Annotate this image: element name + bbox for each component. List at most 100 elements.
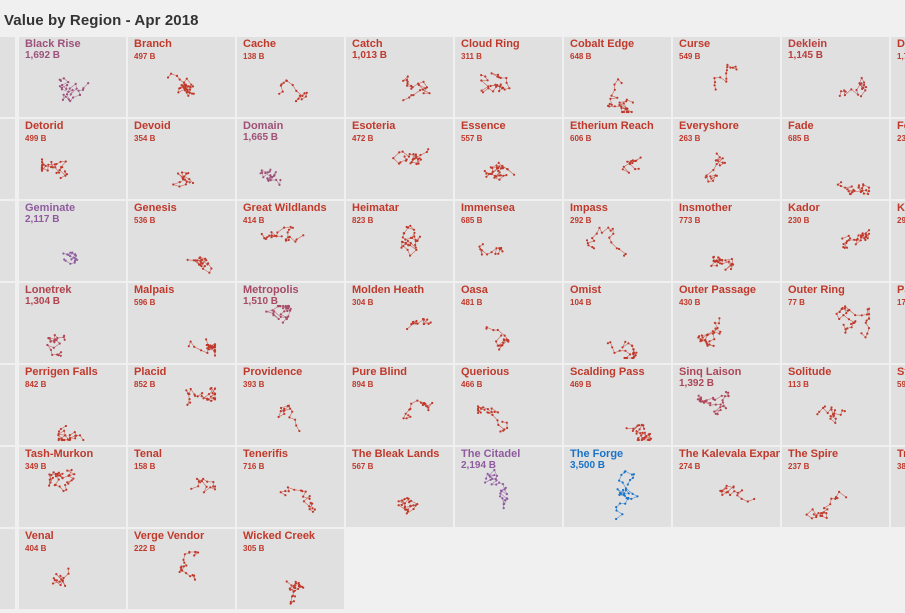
system-point bbox=[867, 190, 871, 193]
system-point bbox=[412, 320, 415, 323]
system-point bbox=[422, 88, 425, 91]
system-point bbox=[625, 427, 628, 430]
system-point bbox=[206, 480, 209, 483]
system-point bbox=[496, 411, 500, 414]
system-point bbox=[860, 332, 863, 335]
region-tile-omist: Omist 104 B bbox=[564, 283, 671, 363]
system-point bbox=[811, 508, 814, 511]
system-point bbox=[712, 259, 715, 263]
system-point bbox=[587, 244, 590, 247]
system-point bbox=[405, 225, 408, 229]
system-point bbox=[414, 153, 417, 156]
region-value: 472 B bbox=[352, 134, 374, 143]
system-point bbox=[632, 473, 635, 476]
system-point bbox=[414, 322, 418, 325]
system-point bbox=[497, 344, 501, 347]
system-point bbox=[213, 485, 217, 488]
system-point bbox=[196, 395, 199, 398]
system-point bbox=[861, 232, 864, 235]
system-point bbox=[412, 94, 415, 97]
system-point bbox=[58, 342, 61, 345]
system-point bbox=[486, 79, 489, 82]
system-point bbox=[724, 395, 727, 398]
system-point bbox=[865, 319, 868, 322]
region-tile-kador: Kador 230 B bbox=[782, 201, 889, 281]
system-point bbox=[202, 477, 205, 480]
system-point bbox=[859, 236, 863, 239]
system-point bbox=[189, 340, 192, 343]
region-value: 2,117 B bbox=[25, 214, 60, 225]
system-point bbox=[210, 386, 213, 390]
system-point bbox=[200, 349, 203, 352]
system-point bbox=[68, 474, 71, 477]
system-point bbox=[714, 159, 717, 162]
system-point bbox=[82, 438, 85, 442]
system-point bbox=[628, 162, 632, 166]
system-point bbox=[203, 265, 206, 268]
system-point bbox=[495, 340, 498, 343]
system-point bbox=[202, 491, 205, 494]
system-point bbox=[627, 342, 630, 345]
region-value: 549 B bbox=[679, 52, 701, 61]
system-point bbox=[64, 174, 67, 177]
region-star-map bbox=[483, 161, 516, 181]
system-point bbox=[607, 226, 610, 229]
system-point bbox=[65, 93, 69, 96]
region-tile-the-spire: The Spire 237 B bbox=[782, 447, 889, 527]
system-point bbox=[624, 349, 627, 352]
region-name: Outer Passage bbox=[679, 284, 757, 296]
system-point bbox=[213, 345, 217, 348]
system-point bbox=[740, 489, 744, 492]
region-name: Impass bbox=[570, 202, 608, 214]
system-point bbox=[70, 479, 73, 482]
system-point bbox=[62, 77, 65, 80]
system-point bbox=[600, 231, 603, 234]
system-point bbox=[612, 232, 615, 235]
region-tile-placid: Placid 852 B bbox=[128, 365, 235, 445]
system-point bbox=[845, 496, 848, 499]
system-point bbox=[641, 431, 644, 434]
region-value: 230 B bbox=[788, 216, 810, 225]
system-point bbox=[639, 432, 642, 435]
system-point bbox=[418, 157, 421, 160]
system-point bbox=[634, 354, 637, 357]
system-point bbox=[295, 238, 298, 241]
system-point bbox=[717, 322, 721, 325]
system-point bbox=[412, 507, 415, 511]
system-point bbox=[201, 392, 204, 395]
system-point bbox=[825, 512, 828, 515]
system-point bbox=[499, 167, 503, 170]
system-point bbox=[721, 259, 724, 262]
region-tile-outer-ring: Outer Ring 77 B bbox=[782, 283, 889, 363]
system-point bbox=[208, 271, 211, 274]
system-point bbox=[61, 472, 64, 475]
system-point bbox=[49, 481, 52, 484]
region-route-line bbox=[191, 478, 216, 493]
system-point bbox=[493, 176, 496, 179]
system-point bbox=[481, 243, 484, 246]
system-point bbox=[49, 340, 52, 343]
system-point bbox=[714, 259, 717, 263]
system-point bbox=[864, 336, 867, 339]
system-point bbox=[209, 395, 212, 398]
system-point bbox=[493, 474, 496, 477]
system-point bbox=[285, 79, 288, 82]
system-point bbox=[422, 80, 425, 83]
region-value: 1,7 bbox=[897, 52, 905, 61]
system-point bbox=[58, 78, 61, 81]
system-point bbox=[49, 348, 52, 351]
system-point bbox=[63, 429, 66, 432]
system-point bbox=[67, 81, 70, 84]
system-point bbox=[181, 176, 184, 180]
system-point bbox=[284, 316, 287, 319]
system-point bbox=[730, 257, 733, 261]
system-point bbox=[412, 504, 415, 507]
region-star-map bbox=[836, 181, 871, 196]
system-point bbox=[492, 329, 495, 332]
region-value: 567 B bbox=[352, 462, 374, 471]
system-point bbox=[410, 236, 414, 239]
system-point bbox=[201, 267, 205, 270]
system-point bbox=[410, 323, 413, 326]
system-point bbox=[406, 82, 409, 85]
system-point bbox=[293, 595, 297, 598]
